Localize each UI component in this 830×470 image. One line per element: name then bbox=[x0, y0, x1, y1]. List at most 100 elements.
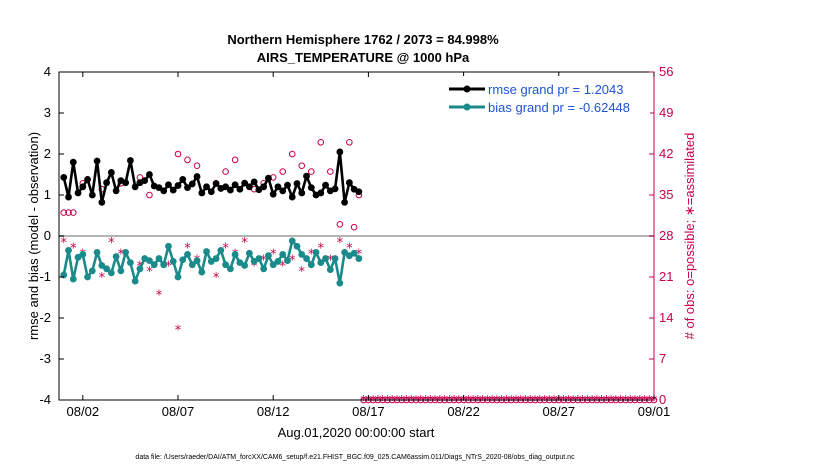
obs-assimilated-zero-marker: * bbox=[594, 394, 601, 409]
rmse-point bbox=[165, 181, 172, 189]
obs-assimilated-zero-marker: * bbox=[603, 394, 610, 409]
obs-possible-marker bbox=[65, 209, 72, 216]
bias-point bbox=[241, 262, 249, 269]
obs-assimilated-marker: * bbox=[241, 236, 248, 251]
x-tick-label: 08/02 bbox=[67, 404, 100, 419]
obs-assimilated-marker: * bbox=[308, 248, 315, 263]
bias-point bbox=[226, 265, 234, 273]
obs-assimilated-marker: * bbox=[279, 259, 286, 274]
obs-assimilated-zero-marker: * bbox=[532, 394, 539, 409]
bias-point bbox=[150, 261, 158, 269]
legend-bias-marker bbox=[463, 103, 471, 111]
right-y-tick-label: 0 bbox=[659, 392, 666, 407]
obs-possible-marker bbox=[69, 209, 77, 216]
rmse-point bbox=[160, 187, 168, 195]
obs-assimilated-marker: * bbox=[118, 248, 125, 263]
obs-assimilated-zero-marker: * bbox=[437, 394, 444, 409]
obs-assimilated-zero-marker: * bbox=[479, 394, 486, 409]
obs-assimilated-zero-marker: * bbox=[517, 394, 524, 409]
obs-assimilated-zero-marker: * bbox=[613, 394, 620, 409]
rmse-point bbox=[269, 190, 277, 198]
obs-possible-marker bbox=[60, 209, 68, 216]
bias-point bbox=[312, 249, 320, 256]
obs-assimilated-marker: * bbox=[108, 236, 115, 251]
legend-bias-label: bias grand pr = -0.62448 bbox=[488, 100, 630, 115]
rmse-point bbox=[284, 181, 291, 189]
rmse-point bbox=[122, 179, 130, 187]
bias-point bbox=[279, 251, 287, 258]
bias-point bbox=[79, 251, 87, 258]
bias-point bbox=[212, 255, 220, 262]
bias-point bbox=[288, 237, 296, 245]
obs-assimilated-zero-marker: * bbox=[456, 394, 463, 409]
obs-possible-marker bbox=[327, 168, 334, 175]
obs-assimilated-zero-marker: * bbox=[646, 394, 653, 409]
rmse-point bbox=[226, 186, 234, 194]
obs-assimilated-zero-marker: * bbox=[460, 394, 467, 409]
y-tick-label: -2 bbox=[39, 310, 51, 325]
y-tick-label: 1 bbox=[44, 187, 51, 202]
rmse-point bbox=[236, 185, 244, 193]
obs-assimilated-zero-marker: * bbox=[370, 394, 377, 409]
rmse-point bbox=[60, 173, 68, 181]
series-layer bbox=[60, 148, 363, 287]
obs-assimilated-marker: * bbox=[346, 242, 353, 257]
bias-point bbox=[174, 273, 182, 281]
obs-assimilated-marker: * bbox=[299, 265, 306, 280]
obs-assimilated-marker: * bbox=[165, 259, 172, 274]
bias-point bbox=[255, 255, 263, 262]
obs-assimilated-zero-marker: * bbox=[384, 394, 391, 409]
rmse-point bbox=[174, 182, 182, 189]
bias-point bbox=[117, 267, 125, 275]
obs-assimilated-marker: * bbox=[337, 236, 344, 251]
bias-point bbox=[112, 253, 120, 260]
obs-assimilated-zero-marker: * bbox=[408, 394, 415, 409]
rmse-point bbox=[231, 181, 239, 189]
legend: rmse grand pr = 1.2043 bias grand pr = -… bbox=[444, 76, 650, 118]
obs-assimilated-zero-marker: * bbox=[632, 394, 639, 409]
obs-assimilated-zero-marker: * bbox=[484, 394, 491, 409]
bias-point bbox=[198, 268, 206, 276]
obs-assimilated-marker: * bbox=[213, 271, 220, 286]
obs-possible-marker bbox=[317, 138, 325, 146]
bias-point bbox=[131, 277, 139, 285]
bias-point bbox=[269, 261, 277, 269]
bias-point bbox=[169, 258, 177, 265]
rmse-point bbox=[79, 183, 87, 191]
obs-assimilated-zero-marker: * bbox=[432, 394, 439, 409]
rmse-point bbox=[331, 185, 339, 193]
rmse-point bbox=[141, 177, 149, 185]
obs-possible-marker bbox=[146, 191, 153, 199]
obs-assimilated-zero-marker: * bbox=[584, 394, 591, 409]
obs-possible-marker bbox=[350, 223, 358, 231]
y-axis-ticks: -4 -3 -2 -1 0 1 2 3 4 bbox=[39, 64, 64, 407]
rmse-point bbox=[274, 183, 282, 191]
x-tick-label: 08/22 bbox=[447, 404, 480, 419]
rmse-point bbox=[103, 179, 110, 187]
obs-assimilated-zero-marker: * bbox=[360, 394, 367, 409]
obs-possible-marker bbox=[279, 168, 287, 175]
obs-assimilated-zero-marker: * bbox=[627, 394, 634, 409]
bias-point bbox=[184, 251, 191, 258]
rmse-point bbox=[246, 183, 253, 191]
bias-point bbox=[293, 242, 301, 250]
obs-assimilated-zero-marker: * bbox=[422, 394, 429, 409]
footnote: data file: /Users/raeder/DAI/ATM_forcXX/… bbox=[135, 454, 575, 461]
rmse-point bbox=[131, 183, 139, 191]
bias-point bbox=[317, 259, 325, 267]
rmse-point bbox=[179, 176, 187, 183]
bias-point bbox=[298, 251, 306, 258]
right-y-axis-label: # of obs: o=possible; ∗=assimilated bbox=[682, 133, 697, 340]
bias-point bbox=[231, 251, 239, 258]
bias-point bbox=[179, 256, 187, 264]
rmse-point bbox=[188, 180, 196, 188]
bias-point bbox=[217, 246, 225, 254]
obs-assimilated-zero-marker: * bbox=[651, 394, 658, 409]
rmse-point bbox=[98, 198, 106, 206]
x-tick-label: 08/17 bbox=[352, 404, 385, 419]
chart-title: Northern Hemisphere 1762 / 2073 = 84.998… bbox=[227, 32, 499, 47]
obs-assimilated-zero-marker: * bbox=[394, 394, 401, 409]
y-tick-label: -4 bbox=[39, 392, 51, 407]
obs-assimilated-zero-marker: * bbox=[598, 394, 605, 409]
rmse-point bbox=[84, 176, 91, 183]
